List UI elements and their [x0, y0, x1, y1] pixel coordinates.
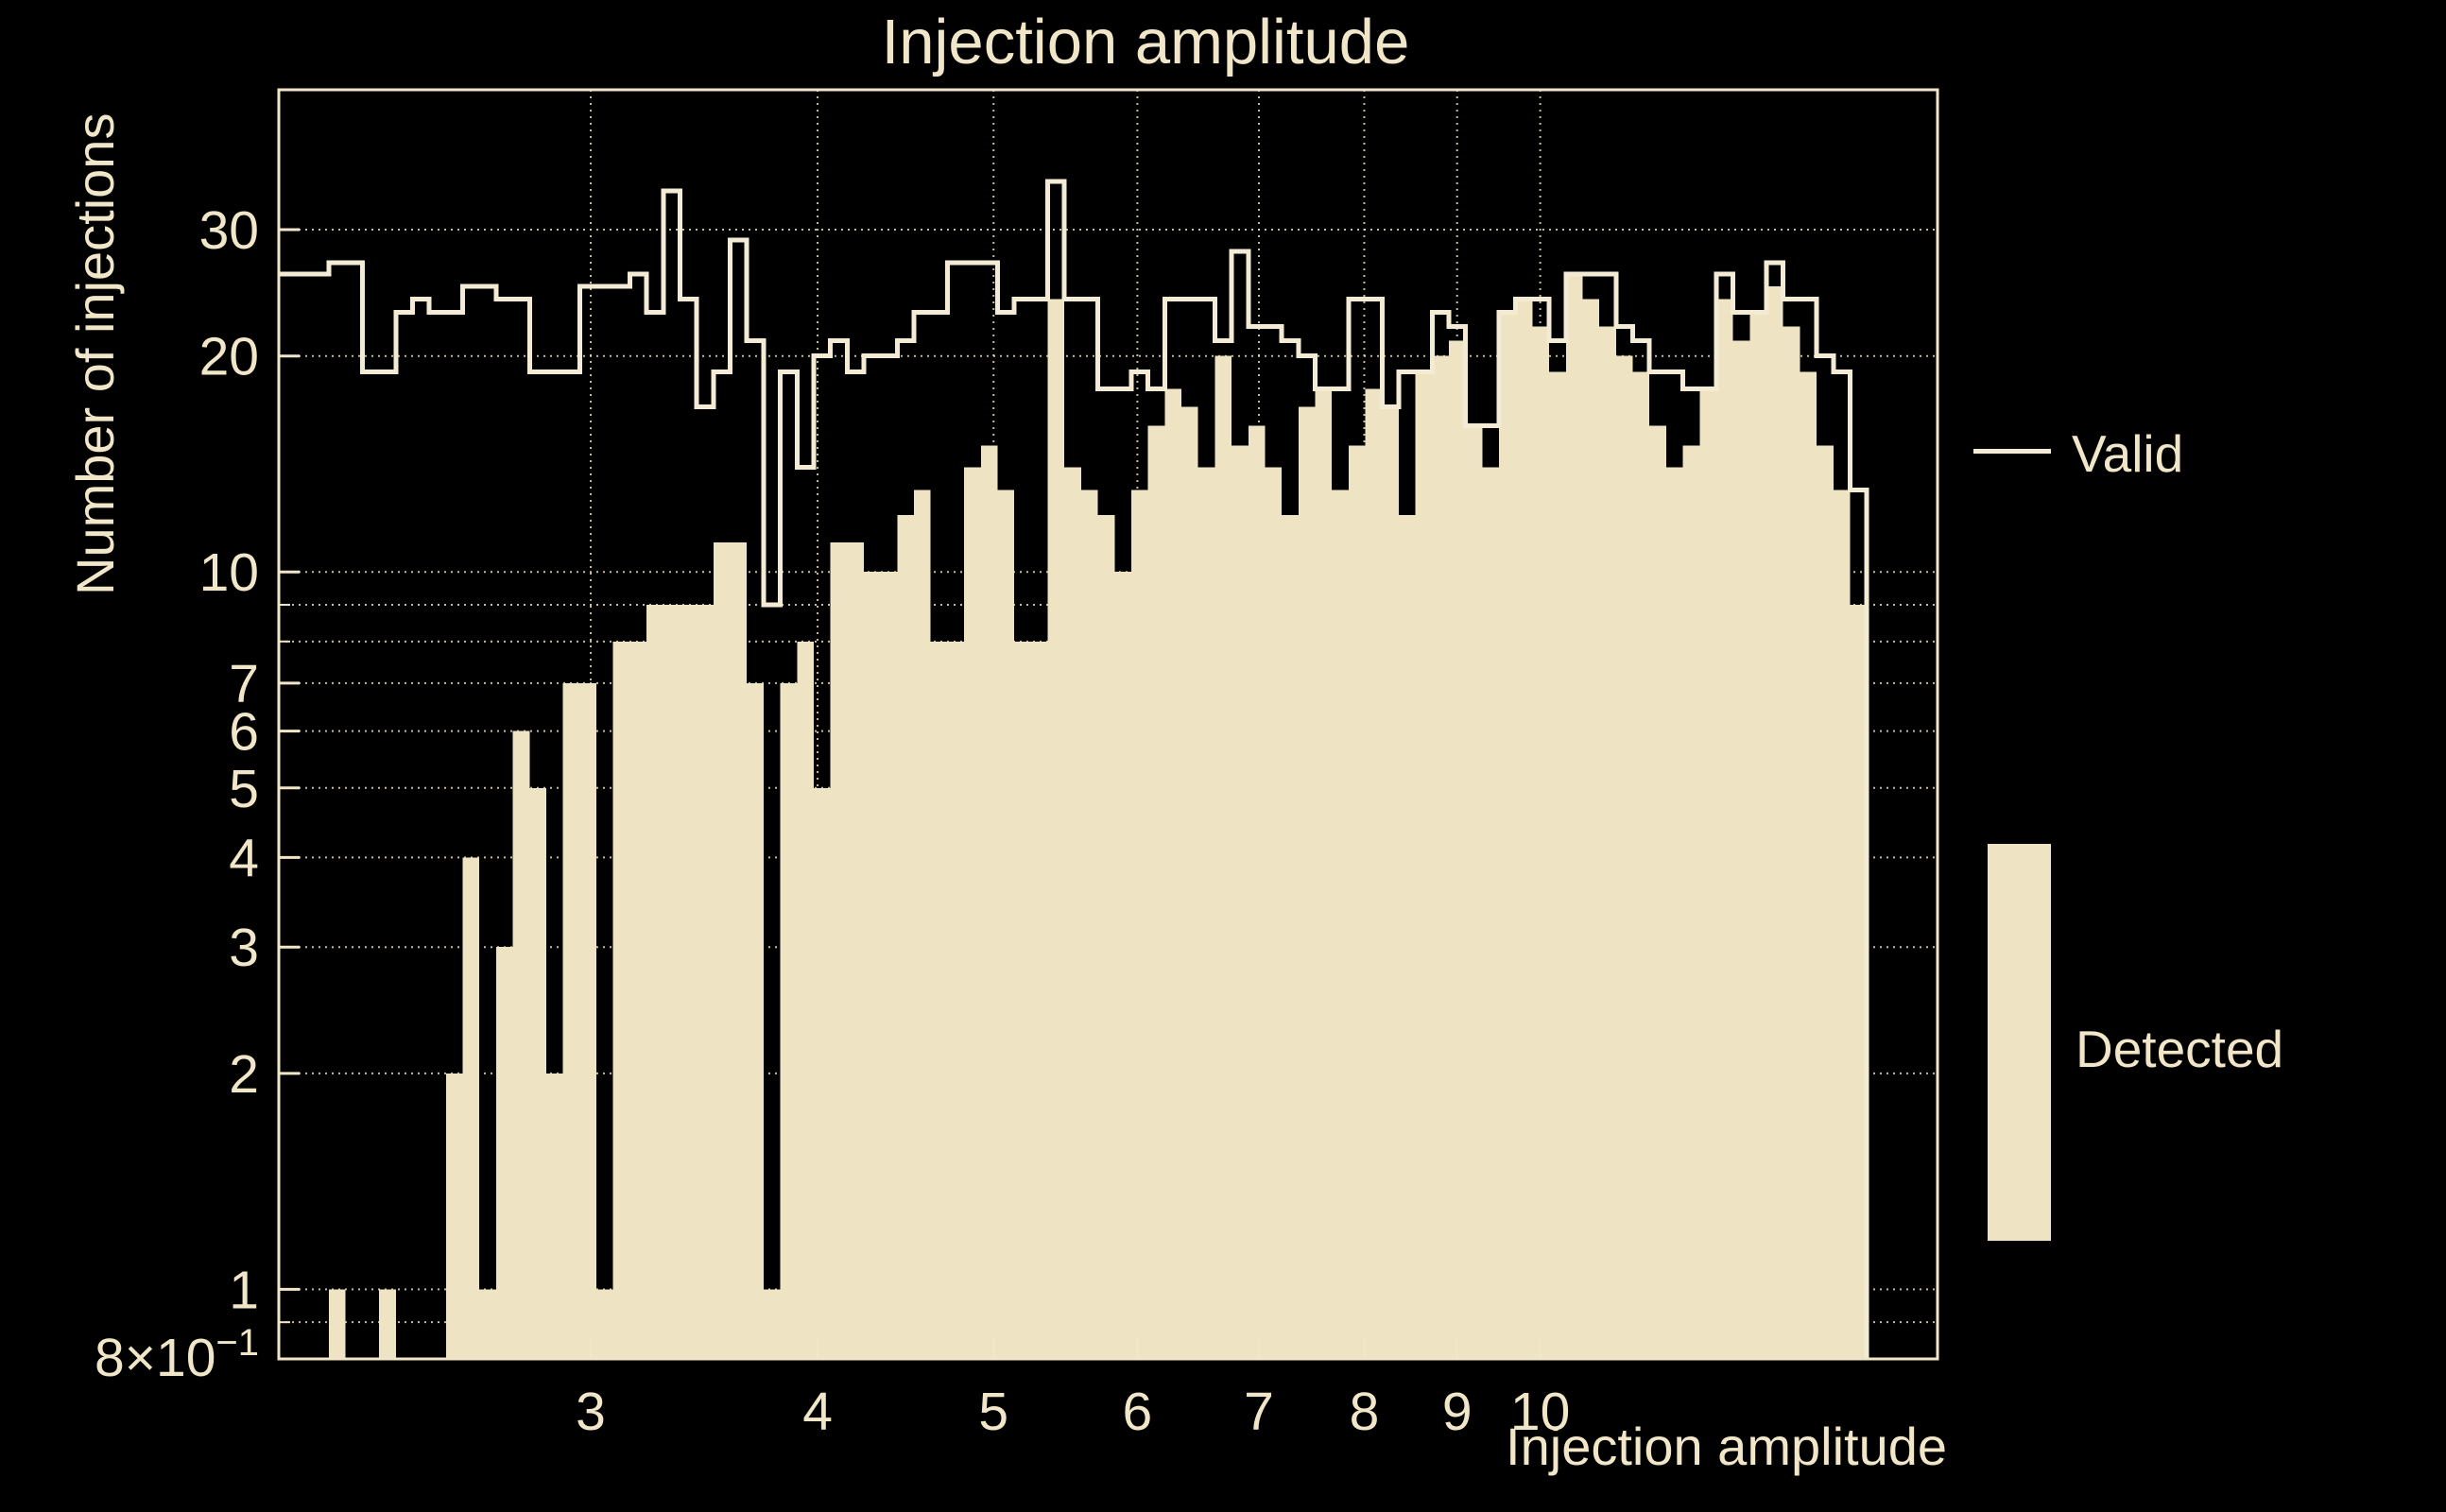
plot-frame	[277, 88, 1939, 1361]
detected-fill	[279, 274, 1868, 1359]
x-tick-label: 3	[576, 1382, 606, 1442]
axis-ticks	[279, 228, 1542, 1361]
legend-valid-label: Valid	[2072, 424, 2184, 483]
y-tick-label: 5	[229, 759, 259, 819]
y-tick-labels: 30 20 10 765 4 3 2 18×10−1	[95, 200, 259, 1388]
x-axis-label: Injection amplitude	[1506, 1417, 1947, 1476]
chart-title: Injection amplitude	[881, 7, 1410, 77]
detected-histogram	[279, 274, 1868, 1359]
y-tick-label: 3	[229, 918, 259, 978]
x-tick-label: 10	[1510, 1382, 1570, 1442]
x-tick-label: 7	[1244, 1382, 1274, 1442]
valid-line	[279, 179, 1869, 1359]
y-tick-label-exponent: 8×10−1	[95, 1322, 259, 1388]
legend-detected-label: Detected	[2076, 1020, 2284, 1078]
x-tick-label: 6	[1123, 1382, 1153, 1442]
legend-valid-line-marker	[1973, 449, 2051, 454]
x-tick-label: 8	[1350, 1382, 1380, 1442]
x-tick-label: 9	[1442, 1382, 1473, 1442]
y-tick-label: 30	[199, 200, 259, 261]
y-tick-label: 20	[199, 327, 259, 387]
y-tick-label: 7	[229, 654, 259, 714]
y-tick-label: 1	[229, 1260, 259, 1320]
y-tick-label: 2	[229, 1044, 259, 1105]
y-tick-label: 6	[229, 702, 259, 763]
y-tick-label: 10	[199, 542, 259, 603]
x-tick-label: 4	[802, 1382, 833, 1442]
x-tick-labels: 3 4 5 6 7 8 9 10	[576, 1382, 1570, 1442]
y-tick-label: 4	[229, 828, 259, 888]
legend-detected-swatch	[1988, 844, 2051, 1241]
frame-rect	[277, 88, 1939, 1361]
valid-histogram	[279, 179, 1869, 1359]
x-tick-label: 5	[978, 1382, 1008, 1442]
